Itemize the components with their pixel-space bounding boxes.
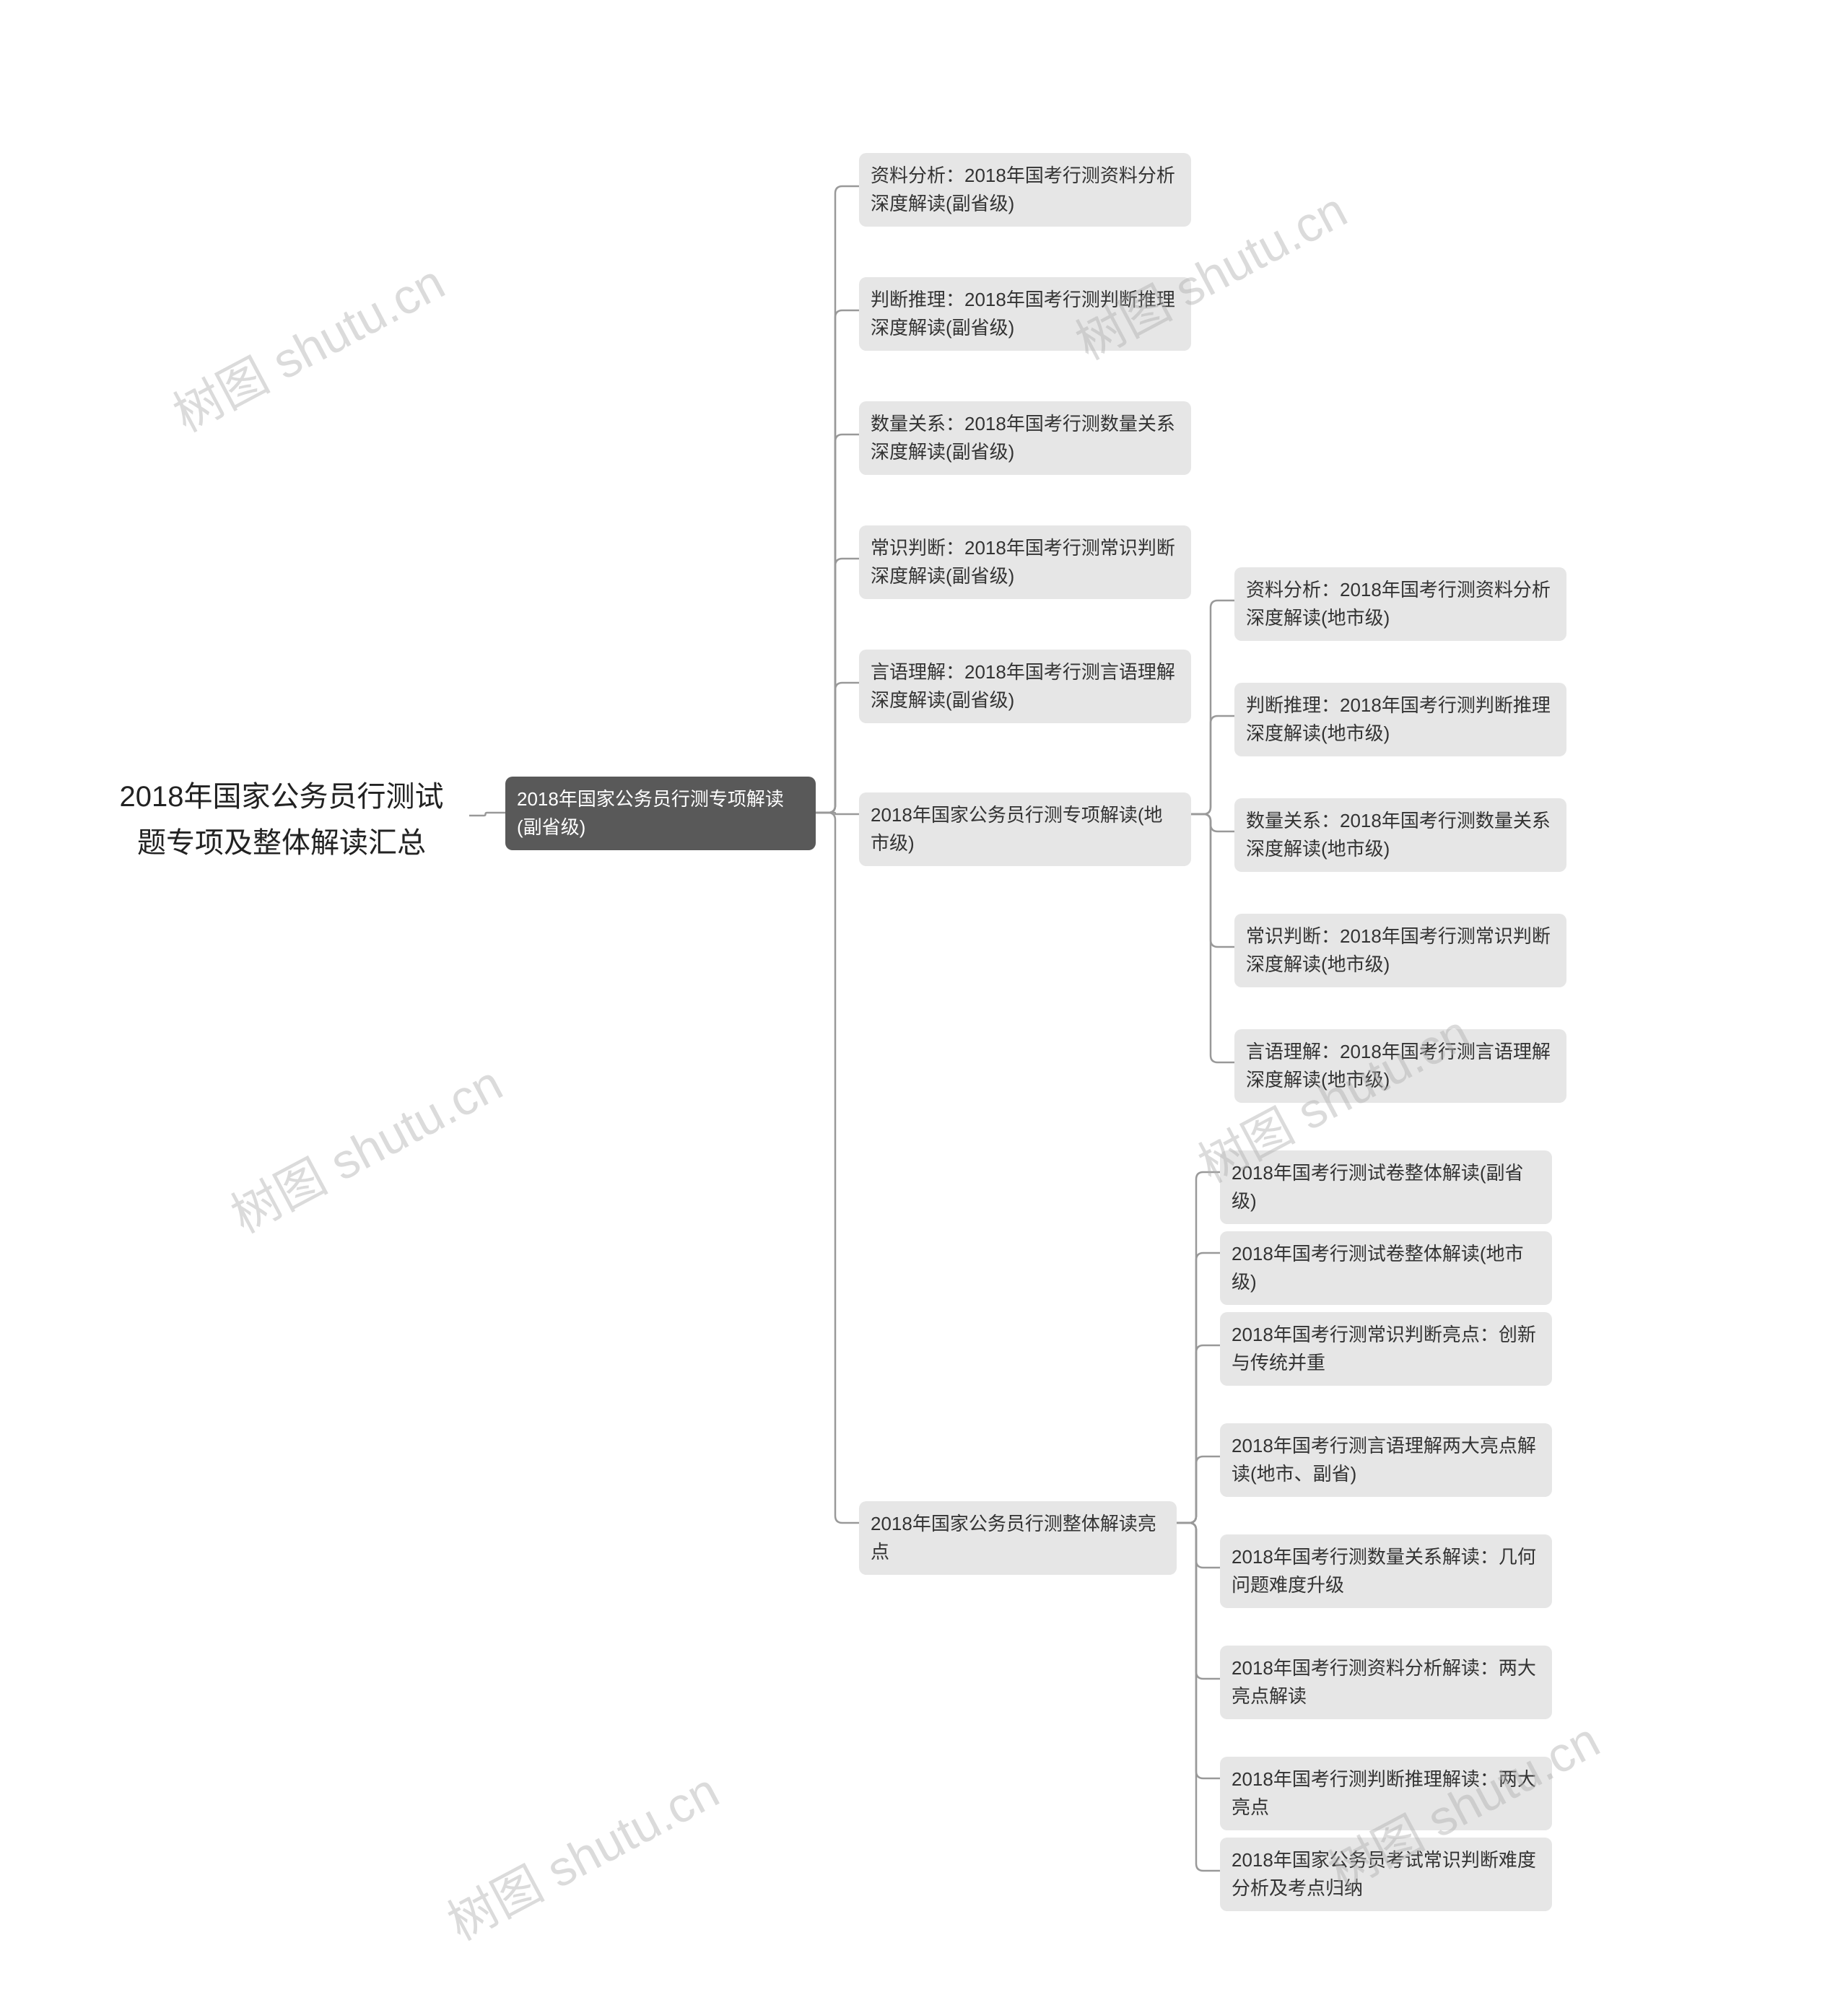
- l2-overall-child-3: 2018年国考行测言语理解两大亮点解读(地市、副省): [1220, 1423, 1552, 1497]
- node-label: 2018年国家公务员行测专项解读(地市级): [871, 801, 1180, 857]
- l2-overall-child-1: 2018年国考行测试卷整体解读(地市级): [1220, 1231, 1552, 1305]
- l2-city-child-4: 言语理解：2018年国考行测言语理解深度解读(地市级): [1234, 1029, 1566, 1103]
- level1-label: 2018年国家公务员行测专项解读(副省级): [517, 785, 804, 842]
- node-label: 2018年国考行测试卷整体解读(地市级): [1232, 1240, 1540, 1296]
- watermark: 树图 shutu.cn: [217, 1044, 513, 1247]
- l2-overall-child-0: 2018年国考行测试卷整体解读(副省级): [1220, 1150, 1552, 1224]
- root-node: 2018年国家公务员行测试题专项及整体解读汇总: [94, 765, 469, 875]
- l2-top-1: 判断推理：2018年国考行测判断推理深度解读(副省级): [859, 277, 1191, 351]
- l2-overall-child-2: 2018年国考行测常识判断亮点：创新与传统并重: [1220, 1312, 1552, 1386]
- l2-city-child-3: 常识判断：2018年国考行测常识判断深度解读(地市级): [1234, 914, 1566, 987]
- node-label: 2018年国考行测试卷整体解读(副省级): [1232, 1159, 1540, 1215]
- node-label: 言语理解：2018年国考行测言语理解深度解读(地市级): [1246, 1038, 1555, 1094]
- node-label: 2018年国考行测数量关系解读：几何问题难度升级: [1232, 1543, 1540, 1599]
- mindmap-canvas: 2018年国家公务员行测试题专项及整体解读汇总 2018年国家公务员行测专项解读…: [0, 0, 1848, 2005]
- l2-top-0: 资料分析：2018年国考行测资料分析深度解读(副省级): [859, 153, 1191, 227]
- l2-top-3: 常识判断：2018年国考行测常识判断深度解读(副省级): [859, 525, 1191, 599]
- l2-city-child-2: 数量关系：2018年国考行测数量关系深度解读(地市级): [1234, 798, 1566, 872]
- l2-overall-child-6: 2018年国考行测判断推理解读：两大亮点: [1220, 1757, 1552, 1830]
- node-label: 资料分析：2018年国考行测资料分析深度解读(地市级): [1246, 576, 1555, 632]
- l2-top-2: 数量关系：2018年国考行测数量关系深度解读(副省级): [859, 401, 1191, 475]
- node-label: 数量关系：2018年国考行测数量关系深度解读(地市级): [1246, 807, 1555, 863]
- node-label: 判断推理：2018年国考行测判断推理深度解读(地市级): [1246, 691, 1555, 748]
- l2-city-node: 2018年国家公务员行测专项解读(地市级): [859, 792, 1191, 866]
- node-label: 2018年国考行测常识判断亮点：创新与传统并重: [1232, 1321, 1540, 1377]
- l2-overall-child-4: 2018年国考行测数量关系解读：几何问题难度升级: [1220, 1534, 1552, 1608]
- node-label: 言语理解：2018年国考行测言语理解深度解读(副省级): [871, 658, 1180, 715]
- watermark: 树图 shutu.cn: [433, 1752, 729, 1954]
- watermark: 树图 shutu.cn: [159, 243, 455, 446]
- l2-top-4: 言语理解：2018年国考行测言语理解深度解读(副省级): [859, 650, 1191, 723]
- l2-overall-child-7: 2018年国家公务员考试常识判断难度分析及考点归纳: [1220, 1838, 1552, 1911]
- l2-overall-node: 2018年国家公务员行测整体解读亮点: [859, 1501, 1177, 1575]
- level1-node: 2018年国家公务员行测专项解读(副省级): [505, 777, 816, 850]
- node-label: 常识判断：2018年国考行测常识判断深度解读(副省级): [871, 534, 1180, 590]
- l2-city-child-0: 资料分析：2018年国考行测资料分析深度解读(地市级): [1234, 567, 1566, 641]
- node-label: 资料分析：2018年国考行测资料分析深度解读(副省级): [871, 162, 1180, 218]
- node-label: 2018年国家公务员行测整体解读亮点: [871, 1510, 1165, 1566]
- node-label: 常识判断：2018年国考行测常识判断深度解读(地市级): [1246, 922, 1555, 979]
- root-label: 2018年国家公务员行测试题专项及整体解读汇总: [105, 774, 458, 866]
- node-label: 数量关系：2018年国考行测数量关系深度解读(副省级): [871, 410, 1180, 466]
- l2-city-child-1: 判断推理：2018年国考行测判断推理深度解读(地市级): [1234, 683, 1566, 756]
- node-label: 2018年国考行测资料分析解读：两大亮点解读: [1232, 1654, 1540, 1711]
- node-label: 判断推理：2018年国考行测判断推理深度解读(副省级): [871, 286, 1180, 342]
- node-label: 2018年国家公务员考试常识判断难度分析及考点归纳: [1232, 1846, 1540, 1903]
- node-label: 2018年国考行测判断推理解读：两大亮点: [1232, 1765, 1540, 1822]
- node-label: 2018年国考行测言语理解两大亮点解读(地市、副省): [1232, 1432, 1540, 1488]
- l2-overall-child-5: 2018年国考行测资料分析解读：两大亮点解读: [1220, 1646, 1552, 1719]
